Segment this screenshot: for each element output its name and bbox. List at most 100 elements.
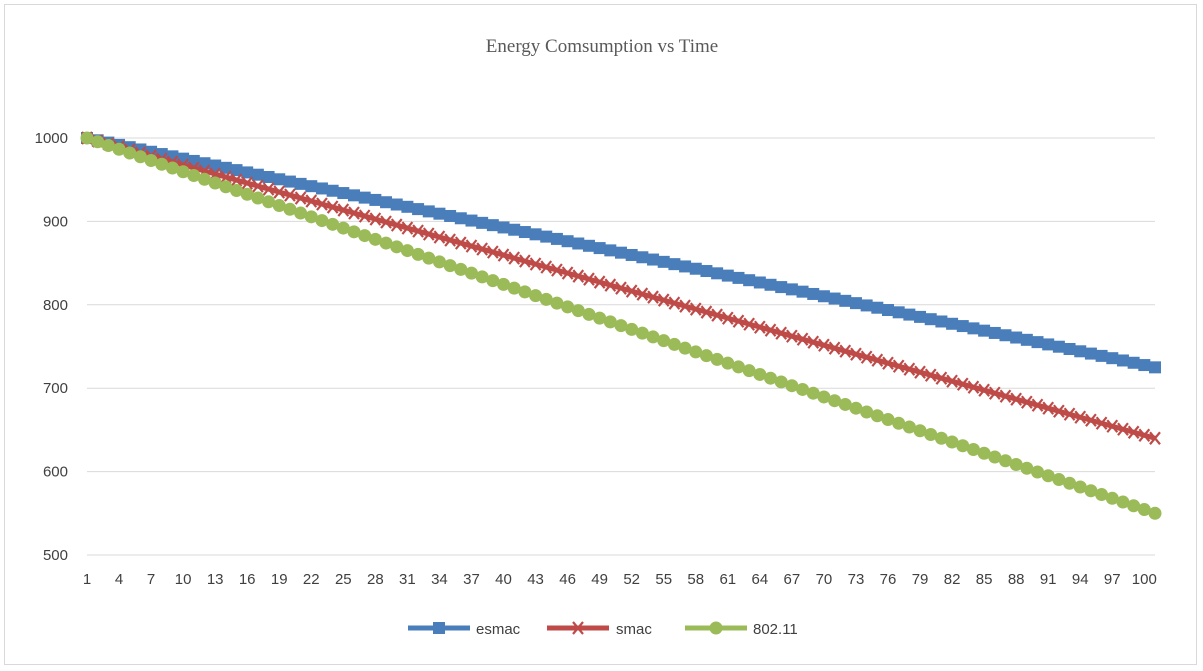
data-point [572,269,585,283]
data-point [817,290,830,303]
data-point [988,326,1001,339]
data-point [678,341,692,355]
data-point [1105,491,1119,505]
data-point [849,297,862,310]
data-point [657,293,670,307]
data-point [903,362,916,376]
data-point [774,375,788,389]
data-point [914,365,926,379]
data-point [967,380,980,394]
data-point [1127,499,1141,513]
data-point [988,386,1001,400]
data-point [1053,404,1065,418]
data-point [743,274,756,287]
data-point [561,300,575,314]
legend-item: smac [547,621,652,638]
gridlines [87,137,1155,556]
data-point [924,427,938,441]
data-point [422,227,435,241]
data-point [882,356,894,370]
data-point [1009,458,1023,472]
x-tick-label: 73 [848,571,865,588]
y-tick-label: 800 [43,297,68,314]
data-point [839,344,852,358]
x-tick-label: 4 [115,571,123,588]
data-point [657,334,671,348]
x-tick-label: 91 [1040,571,1057,588]
data-point [935,315,948,328]
x-tick-label: 58 [687,571,704,588]
data-point [871,353,884,367]
data-point [850,347,862,361]
data-point [796,332,809,346]
data-point [753,320,766,334]
data-point [529,257,542,271]
data-point [380,196,393,209]
data-point [464,266,478,280]
x-tick-label: 97 [1104,571,1121,588]
data-point [1106,352,1119,365]
data-point [315,214,329,228]
data-point [1010,392,1023,406]
data-point [711,267,724,280]
x-tick-label: 85 [976,571,993,588]
data-point [401,221,414,235]
data-point [476,216,489,229]
data-point [614,319,628,333]
data-point [785,283,798,296]
data-point [101,139,115,153]
data-point [1063,476,1077,490]
data-point [508,223,521,236]
data-point [775,281,788,294]
data-point [539,292,553,306]
x-tick-label: 55 [655,571,672,588]
x-tick-label: 94 [1072,571,1089,588]
data-point [432,255,446,269]
data-point [230,184,244,198]
data-point [444,233,456,247]
data-point [294,177,307,190]
data-point [753,276,766,289]
data-point [711,308,723,322]
data-point [679,299,691,313]
data-point [647,253,660,266]
data-point [219,161,232,174]
data-point [284,188,296,202]
x-tick-label: 16 [239,571,256,588]
data-point [380,215,392,229]
data-point [144,154,158,168]
data-point [786,329,798,343]
data-point [444,209,457,222]
data-point [305,180,318,193]
x-tick-label: 1 [83,571,91,588]
x-tick-label: 88 [1008,571,1025,588]
x-tick-label: 22 [303,571,320,588]
data-point [764,371,778,385]
data-point [1137,503,1151,517]
data-point [764,278,777,291]
data-point [796,382,810,396]
data-point [946,374,958,388]
data-point [358,209,371,223]
data-point [294,206,308,220]
data-point [412,203,425,216]
data-point [775,326,788,340]
data-point [454,236,467,250]
data-point [1074,345,1087,358]
x-tick-label: 40 [495,571,512,588]
data-point [828,292,841,305]
data-point [273,185,286,199]
data-point [871,301,884,314]
data-point [646,330,660,344]
data-point [604,244,617,257]
data-point [497,248,510,262]
data-point [155,157,169,171]
data-point [219,180,233,194]
data-point [508,251,521,265]
data-point [625,284,638,298]
data-point [497,277,511,291]
data-point [839,294,852,307]
series-esmac [81,132,1161,374]
data-point [892,306,905,319]
data-point [796,285,809,298]
